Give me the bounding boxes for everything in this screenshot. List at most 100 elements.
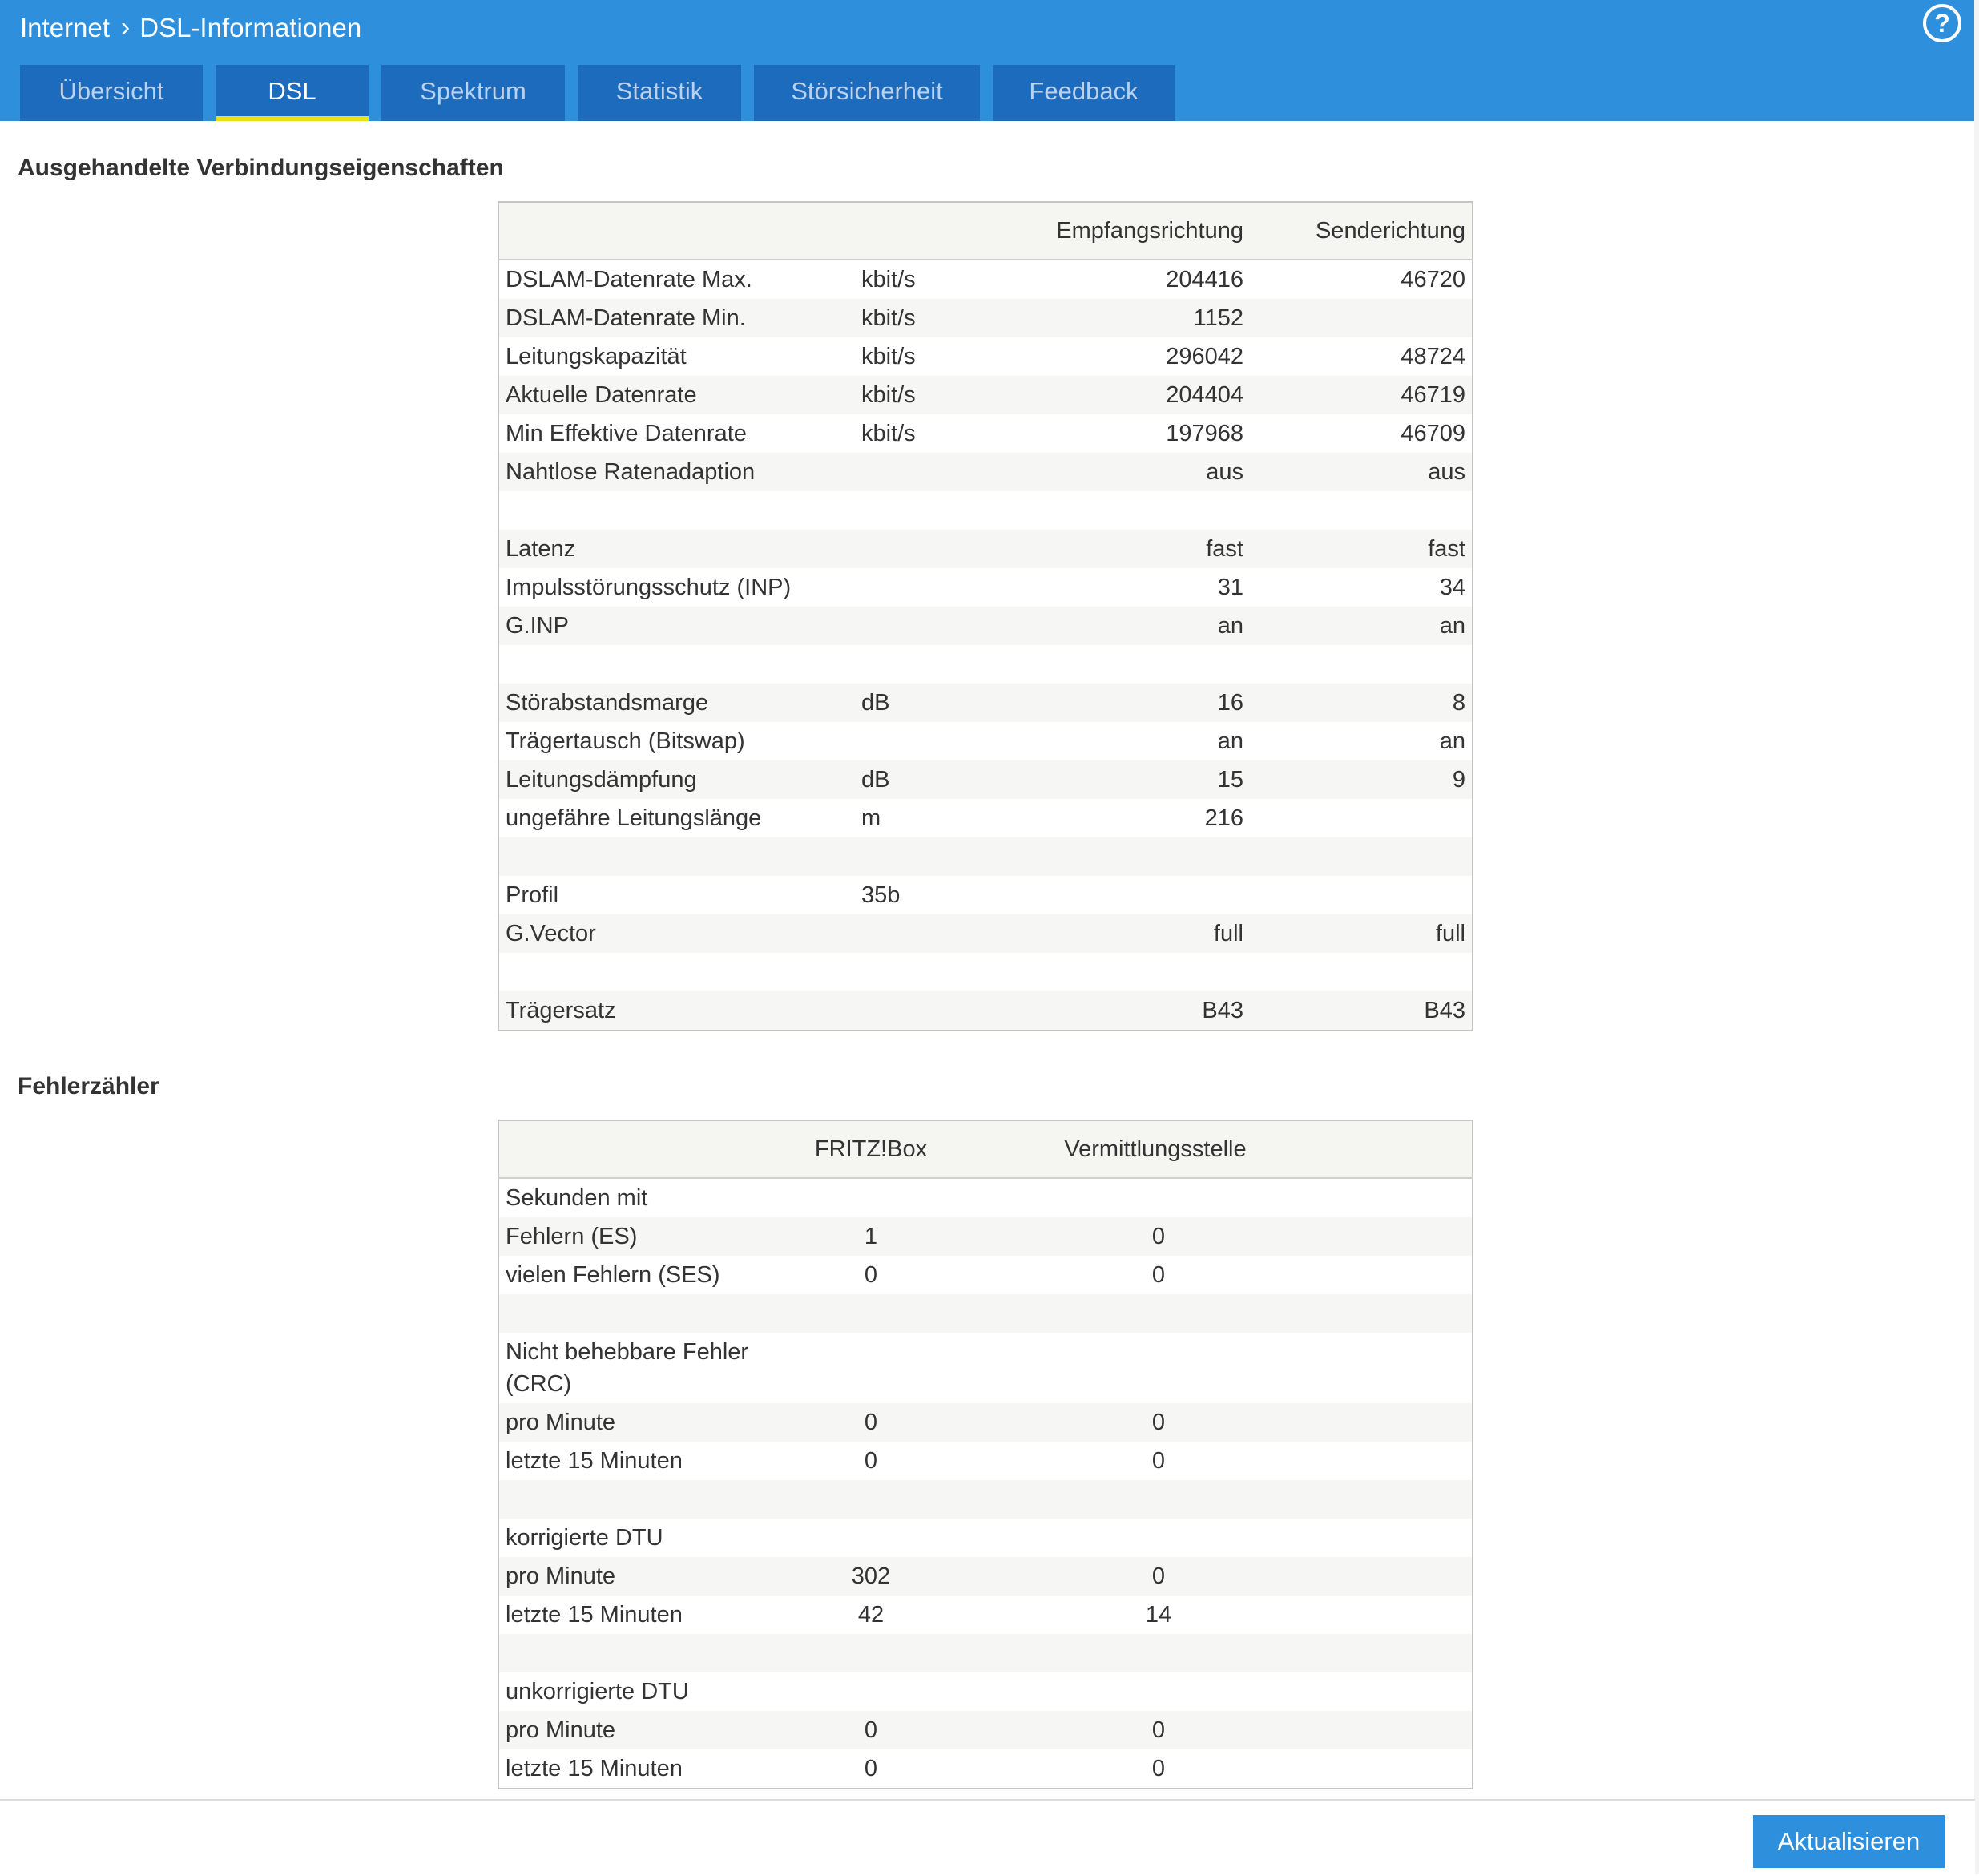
- table-cell: 204404: [975, 376, 1250, 414]
- table-cell: 0: [763, 1711, 979, 1749]
- table-cell: B43: [1250, 991, 1473, 1031]
- table-cell: pro Minute: [498, 1403, 763, 1442]
- table-cell: kbit/s: [855, 299, 975, 337]
- table-cell: Trägertausch (Bitswap): [498, 722, 855, 760]
- tab-feedback[interactable]: Feedback: [993, 65, 1175, 121]
- table-cell: [498, 1480, 763, 1519]
- tab-spektrum[interactable]: Spektrum: [381, 65, 565, 121]
- tab-dsl[interactable]: DSL: [216, 65, 369, 121]
- table-cell: 0: [979, 1749, 1452, 1789]
- table-cell: letzte 15 Minuten: [498, 1596, 763, 1634]
- connection-table: Empfangsrichtung Senderichtung DSLAM-Dat…: [498, 201, 1473, 1031]
- table-cell: [855, 568, 975, 607]
- table-header-row: FRITZ!Box Vermittlungsstelle: [498, 1120, 1473, 1179]
- table-cell: [975, 491, 1250, 530]
- table-cell: 48724: [1250, 337, 1473, 376]
- table-cell: 31: [975, 568, 1250, 607]
- table-row: pro Minute 0 0: [498, 1711, 1473, 1749]
- table-cell: 216: [975, 799, 1250, 837]
- table-cell: letzte 15 Minuten: [498, 1442, 763, 1480]
- column-header-fritzbox: FRITZ!Box: [763, 1120, 979, 1179]
- section-title-connection: Ausgehandelte Verbindungseigenschaften: [18, 155, 504, 181]
- table-cell: 0: [979, 1442, 1452, 1480]
- table-cell: 0: [763, 1749, 979, 1789]
- table-row: Störabstandsmarge dB 16 8: [498, 684, 1473, 722]
- help-icon[interactable]: ?: [1923, 4, 1961, 42]
- table-row: Nahtlose Ratenadaption aus aus: [498, 453, 1473, 491]
- table-cell: 0: [979, 1711, 1452, 1749]
- table-cell: 0: [763, 1442, 979, 1480]
- table-cell: [855, 722, 975, 760]
- table-cell: B43: [975, 991, 1250, 1031]
- table-cell: 9: [1250, 760, 1473, 799]
- table-cell: kbit/s: [855, 337, 975, 376]
- table-row: Min Effektive Datenrate kbit/s 197968 46709: [498, 414, 1473, 453]
- table-cell: unkorrigierte DTU: [498, 1672, 763, 1711]
- table-cell: [855, 837, 975, 876]
- refresh-button[interactable]: Aktualisieren: [1753, 1815, 1945, 1868]
- table-cell: 14: [979, 1596, 1452, 1634]
- table-cell: [1250, 299, 1473, 337]
- table-cell: [1250, 799, 1473, 837]
- table-cell: [1452, 1711, 1473, 1749]
- table-cell: [979, 1178, 1452, 1217]
- table-cell: [1452, 1672, 1473, 1711]
- table-cell: Nicht behebbare Fehler (CRC): [498, 1333, 763, 1403]
- table-cell: 8: [1250, 684, 1473, 722]
- table-cell: fast: [1250, 530, 1473, 568]
- table-cell: vielen Fehlern (SES): [498, 1256, 763, 1294]
- table-cell: G.Vector: [498, 914, 855, 953]
- table-cell: [1452, 1480, 1473, 1519]
- table-row: Leitungskapazität kbit/s 296042 48724: [498, 337, 1473, 376]
- table-cell: fast: [975, 530, 1250, 568]
- table-row: [498, 1634, 1473, 1672]
- table-cell: an: [975, 722, 1250, 760]
- table-cell: [979, 1672, 1452, 1711]
- table-cell: [1452, 1403, 1473, 1442]
- table-cell: [855, 645, 975, 684]
- table-cell: [763, 1634, 979, 1672]
- tab-uebersicht[interactable]: Übersicht: [20, 65, 203, 121]
- table-cell: 204416: [975, 260, 1250, 299]
- table-cell: [979, 1480, 1452, 1519]
- table-cell: full: [975, 914, 1250, 953]
- tab-statistik[interactable]: Statistik: [578, 65, 741, 121]
- table-cell: ungefähre Leitungslänge: [498, 799, 855, 837]
- table-cell: kbit/s: [855, 260, 975, 299]
- table-cell: 197968: [975, 414, 1250, 453]
- table-row: Nicht behebbare Fehler (CRC): [498, 1333, 1473, 1403]
- table-cell: [1250, 953, 1473, 991]
- footer-bar: [0, 1799, 1975, 1876]
- table-cell: [1452, 1519, 1473, 1557]
- table-cell: [1250, 837, 1473, 876]
- table-row: letzte 15 Minuten 0 0: [498, 1442, 1473, 1480]
- table-row: [498, 1480, 1473, 1519]
- tab-stoersicherheit[interactable]: Störsicherheit: [754, 65, 980, 121]
- table-cell: Leitungsdämpfung: [498, 760, 855, 799]
- scrollbar-track[interactable]: [1974, 0, 1979, 1874]
- table-cell: [498, 491, 855, 530]
- column-header-senderichtung: Senderichtung: [1250, 202, 1473, 260]
- table-cell: aus: [975, 453, 1250, 491]
- table-cell: Nahtlose Ratenadaption: [498, 453, 855, 491]
- table-cell: DSLAM-Datenrate Min.: [498, 299, 855, 337]
- table-cell: [498, 1634, 763, 1672]
- table-row: unkorrigierte DTU: [498, 1672, 1473, 1711]
- table-row: korrigierte DTU: [498, 1519, 1473, 1557]
- header-bar: Internet › DSL-Informationen ? Übersicht…: [0, 0, 1975, 121]
- table-cell: 296042: [975, 337, 1250, 376]
- table-cell: [855, 991, 975, 1031]
- breadcrumb-root[interactable]: Internet: [20, 13, 110, 42]
- table-cell: [975, 837, 1250, 876]
- table-cell: [498, 837, 855, 876]
- table-row: G.INP an an: [498, 607, 1473, 645]
- table-cell: 35b: [855, 876, 975, 914]
- table-row: Leitungsdämpfung dB 15 9: [498, 760, 1473, 799]
- column-header: [855, 202, 975, 260]
- column-header: [498, 202, 855, 260]
- table-cell: [975, 876, 1250, 914]
- table-cell: [975, 953, 1250, 991]
- table-cell: an: [1250, 722, 1473, 760]
- table-cell: 46719: [1250, 376, 1473, 414]
- column-header-empfangsrichtung: Empfangsrichtung: [975, 202, 1250, 260]
